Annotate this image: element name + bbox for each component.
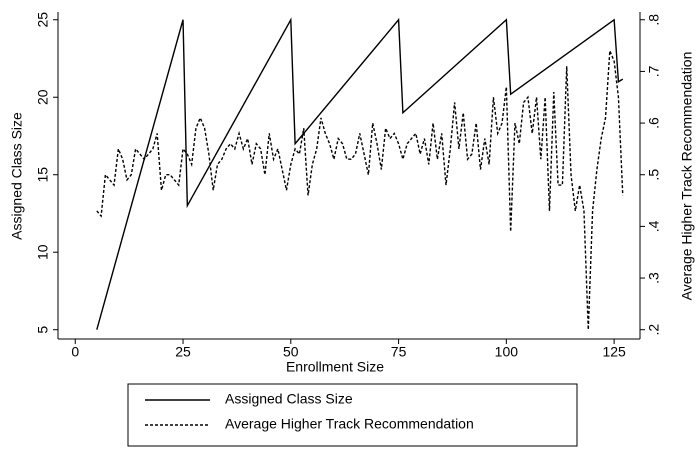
y-tick-label: 25 — [35, 12, 51, 28]
y2-tick-label: .8 — [646, 14, 662, 26]
x-tick-label: 100 — [495, 344, 519, 360]
y-tick-label: 20 — [35, 89, 51, 105]
x-tick-label: 0 — [71, 344, 79, 360]
y2-tick-label: .5 — [646, 169, 662, 181]
y2-tick-label: .7 — [646, 65, 662, 77]
y2-tick-label: .4 — [646, 220, 662, 232]
series-line — [96, 50, 624, 330]
legend-label: Assigned Class Size — [225, 391, 353, 407]
x-axis-label: Enrollment Size — [286, 359, 384, 375]
x-tick-label: 75 — [391, 344, 407, 360]
y2-tick-label: .6 — [646, 117, 662, 129]
y2-axis-label: Average Higher Track Recommendation — [679, 52, 695, 301]
y-tick-label: 10 — [35, 244, 51, 260]
y-tick-label: 15 — [35, 167, 51, 183]
y2-tick-label: .3 — [646, 272, 662, 284]
y-axis-label: Assigned Class Size — [9, 112, 25, 240]
y-tick-label: 5 — [35, 326, 51, 334]
x-tick-label: 50 — [283, 344, 299, 360]
y2-tick-label: .2 — [646, 324, 662, 336]
x-tick-label: 25 — [175, 344, 191, 360]
x-tick-label: 125 — [602, 344, 626, 360]
legend-label: Average Higher Track Recommendation — [225, 416, 474, 432]
series-line — [96, 17, 624, 330]
legend-box — [127, 383, 578, 447]
